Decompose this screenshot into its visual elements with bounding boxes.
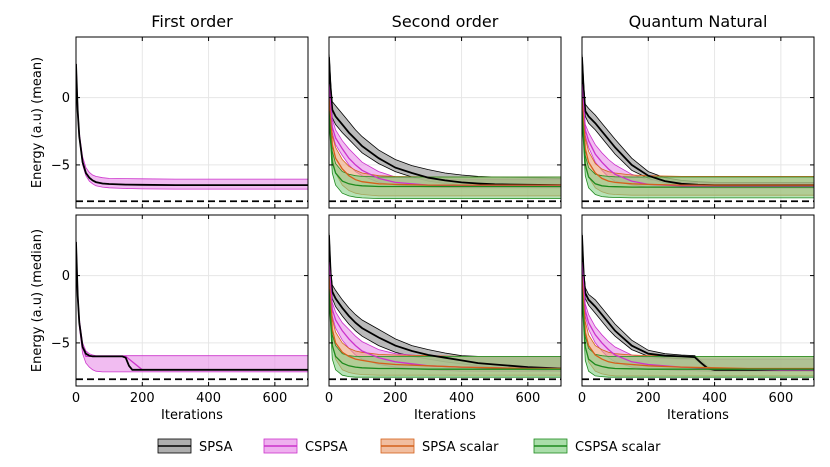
x-tick-label: 200 <box>130 391 155 406</box>
x-tick-label: 600 <box>262 391 287 406</box>
band-cspsa-scalar <box>582 104 814 199</box>
panel-plot-area <box>76 62 308 203</box>
line-spsa-scalar <box>329 275 561 370</box>
panel-title: First order <box>151 12 233 31</box>
axes-frame <box>328 214 562 387</box>
x-tick-label: 400 <box>196 391 221 406</box>
y-tick-label: −5 <box>51 158 70 173</box>
line-cspsa-scalar <box>329 289 561 370</box>
x-tick-label: 400 <box>449 391 474 406</box>
panel-plot-area <box>582 51 814 203</box>
line-spsa-scalar <box>582 275 814 370</box>
x-tick-label: 0 <box>72 391 80 406</box>
band-spsa <box>76 63 308 186</box>
y-axis-label: Energy (a.u) (median) <box>30 229 45 372</box>
legend-item-cspsa <box>263 438 298 454</box>
x-tick-label: 200 <box>383 391 408 406</box>
band-spsa <box>582 51 814 187</box>
panel-title: Quantum Natural <box>629 12 768 31</box>
x-tick-label: 200 <box>636 391 661 406</box>
axes-frame <box>75 36 309 209</box>
panel <box>75 214 309 387</box>
legend-label: CSPSA <box>305 440 348 455</box>
y-axis-label: Energy (a.u) (mean) <box>30 57 45 188</box>
band-spsa <box>329 229 561 372</box>
line-spsa-scalar <box>329 97 561 186</box>
legend-label: SPSA scalar <box>422 440 499 455</box>
legend-item-cspsa-scalar <box>533 438 568 454</box>
panel <box>328 36 562 209</box>
panel-plot-area <box>582 229 814 381</box>
legend-item-spsa <box>157 438 192 454</box>
line-spsa <box>329 57 561 186</box>
line-cspsa <box>76 241 308 371</box>
x-axis-label: Iterations <box>161 408 223 423</box>
panel-plot-area <box>76 240 308 381</box>
x-axis-label: Iterations <box>414 408 476 423</box>
line-spsa-scalar <box>582 97 814 186</box>
legend-label: CSPSA scalar <box>575 440 661 455</box>
x-tick-label: 600 <box>768 391 793 406</box>
line-cspsa-scalar <box>329 111 561 188</box>
axes-frame <box>581 36 815 209</box>
x-axis-label: Iterations <box>667 408 729 423</box>
band-spsa <box>329 51 561 188</box>
band-cspsa <box>76 62 308 190</box>
band-cspsa <box>329 77 561 189</box>
axes-frame <box>581 214 815 387</box>
line-cspsa <box>76 63 308 186</box>
line-cspsa <box>329 84 561 187</box>
panel-plot-area <box>329 229 561 381</box>
line-spsa <box>76 241 308 371</box>
panel-plot-area <box>329 51 561 203</box>
y-tick-label: −5 <box>51 336 70 351</box>
band-cspsa <box>582 77 814 189</box>
y-tick-label: 0 <box>62 269 70 284</box>
panel <box>328 214 562 387</box>
line-spsa <box>329 235 561 370</box>
axes-frame <box>75 214 309 387</box>
x-tick-label: 0 <box>578 391 586 406</box>
band-spsa <box>582 229 814 371</box>
axes-frame <box>328 36 562 209</box>
panel <box>581 214 815 387</box>
line-cspsa-scalar <box>582 111 814 188</box>
panel <box>581 36 815 209</box>
band-cspsa-scalar <box>329 102 561 199</box>
y-tick-label: 0 <box>62 91 70 106</box>
panel <box>75 36 309 209</box>
x-tick-label: 600 <box>515 391 540 406</box>
x-tick-label: 400 <box>702 391 727 406</box>
x-tick-label: 0 <box>325 391 333 406</box>
legend-label: SPSA <box>199 440 233 455</box>
band-spsa <box>76 241 308 371</box>
line-cspsa-scalar <box>582 289 814 370</box>
line-spsa <box>76 63 308 187</box>
band-cspsa <box>76 240 308 373</box>
panel-title: Second order <box>392 12 499 31</box>
legend-item-spsa-scalar <box>380 438 415 454</box>
